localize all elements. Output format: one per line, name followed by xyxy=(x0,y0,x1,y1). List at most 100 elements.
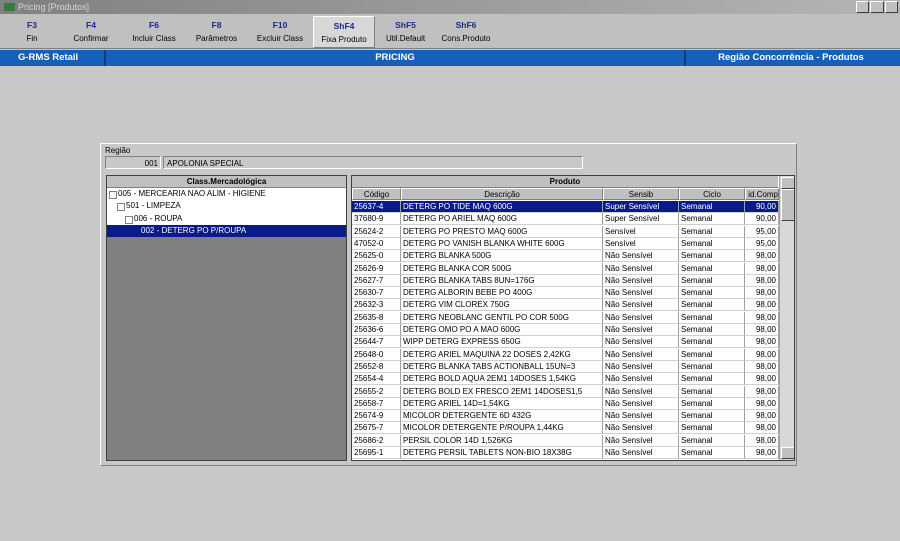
table-row[interactable]: 37680-9 DETERG PO ARIEL MAQ 600G Super Sen… xyxy=(352,213,779,226)
column-header[interactable]: Descrição xyxy=(401,188,603,200)
table-cell: Não Sensível xyxy=(603,336,679,349)
table-row[interactable]: 25626-9 DETERG BLANKA COR 500G Não Sensíve… xyxy=(352,262,779,275)
toolbar-button[interactable]: F6 Incluir Class xyxy=(124,16,184,46)
scrollbar[interactable] xyxy=(779,176,794,460)
table-cell: 98,00 xyxy=(745,274,779,287)
table-cell: 25686-2 xyxy=(352,434,401,447)
table-cell: 98,00 xyxy=(745,299,779,312)
table-cell: Semanal xyxy=(679,225,745,238)
table-cell: DETERG BLANKA COR 500G xyxy=(401,262,603,275)
table-cell: 25658-7 xyxy=(352,397,401,410)
table-cell: DETERG PO VANISH BLANKA WHITE 600G xyxy=(401,237,603,250)
table-cell: DETERG PO PRESTO MAQ 600G xyxy=(401,225,603,238)
minimize-button[interactable] xyxy=(856,1,870,13)
table-cell: DETERG ARIEL 14D=1,54KG xyxy=(401,397,603,410)
table-cell: 25625-0 xyxy=(352,250,401,263)
function-label: Incluir Class xyxy=(132,34,176,43)
table-cell: 98,00 xyxy=(745,422,779,435)
column-header[interactable]: id.Comp xyxy=(745,188,779,200)
table-row[interactable]: 25630-7 DETERG ALBORIN BEBE PO 400G Não Se… xyxy=(352,287,779,300)
table-row[interactable]: 25635-8 DETERG NEOBLANC GENTIL PO COR 500… xyxy=(352,311,779,324)
table-cell: Semanal xyxy=(679,447,745,459)
table-row[interactable]: 25674-9 MICOLOR DETERGENTE 6D 432G Não Sen… xyxy=(352,410,779,423)
table-row[interactable]: 25636-6 DETERG OMO PO A MAO 600G Não Sensí… xyxy=(352,324,779,336)
table-cell: Não Sensível xyxy=(603,360,679,373)
tree-node[interactable]: 002 - DETERG PO P/ROUPA xyxy=(107,224,346,237)
table-row[interactable]: 47052-0 DETERG PO VANISH BLANKA WHITE 600… xyxy=(352,237,779,250)
table-row[interactable]: 25648-0 DETERG ARIEL MAQUINA 22 DOSES 2,4… xyxy=(352,348,779,361)
table-cell: 25627-7 xyxy=(352,274,401,287)
tree-node[interactable]: 005 - MERCEARIA NAO ALIM - HIGIENE xyxy=(107,188,346,200)
close-button[interactable] xyxy=(884,1,898,13)
table-cell: DETERG ARIEL MAQUINA 22 DOSES 2,42KG xyxy=(401,348,603,361)
tree-body: 005 - MERCEARIA NAO ALIM - HIGIENE 501 - … xyxy=(107,188,346,237)
table-cell: 98,00 xyxy=(745,373,779,386)
table-cell: Semanal xyxy=(679,360,745,373)
scroll-up[interactable] xyxy=(781,177,794,189)
table-row[interactable]: 25658-7 DETERG ARIEL 14D=1,54KG Não Sensív… xyxy=(352,397,779,410)
scroll-down[interactable] xyxy=(781,447,794,459)
table-row[interactable]: 25655-2 DETERG BOLD EX FRESCO 2EM1 14DOSE… xyxy=(352,385,779,398)
table-row[interactable]: 25624-2 DETERG PO PRESTO MAQ 600G Sensível… xyxy=(352,225,779,238)
window-controls xyxy=(856,1,898,13)
expander-icon xyxy=(125,215,133,224)
region-name[interactable]: APOLONIA SPECIAL xyxy=(163,156,583,169)
header-bar: G-RMS Retail PRICING Região Concorrência… xyxy=(0,50,900,66)
column-header[interactable]: Sensib xyxy=(603,188,679,200)
table-row[interactable]: 25625-0 DETERG BLANKA 500G Não Sensível Sem… xyxy=(352,250,779,263)
toolbar-button[interactable]: F10 Excluir Class xyxy=(250,16,310,46)
tree-node[interactable]: 006 - ROUPA xyxy=(107,213,346,225)
separator xyxy=(104,50,106,66)
toolbar-button[interactable]: F3 Fin xyxy=(10,16,54,46)
tree-node[interactable]: 501 - LIMPEZA xyxy=(107,200,346,212)
table-cell: 25655-2 xyxy=(352,385,401,398)
table-cell: 25675-7 xyxy=(352,422,401,435)
table-row[interactable]: 25675-7 MICOLOR DETERGENTE P/ROUPA 1,44KG… xyxy=(352,422,779,435)
scroll-thumb[interactable] xyxy=(781,189,794,221)
toolbar-button[interactable]: F8 Parâmetros xyxy=(185,16,248,46)
column-header-row: Código Descrição Sensib Ciclo id.Comp xyxy=(352,188,779,200)
table-cell: DETERG PO TIDE MAQ 600G xyxy=(401,201,603,213)
table-cell: Não Sensível xyxy=(603,373,679,386)
table-cell: DETERG BLANKA TABS ACTIONBALL 15UN=3 xyxy=(401,360,603,373)
maximize-button[interactable] xyxy=(870,1,884,13)
function-label: Fin xyxy=(26,34,38,43)
table-cell: Sensível xyxy=(603,237,679,250)
table-cell: Semanal xyxy=(679,422,745,435)
table-row[interactable]: 25686-2 PERSIL COLOR 14D 1,526KG Não Sensí… xyxy=(352,434,779,447)
toolbar-button[interactable]: ShF4 Fixa Produto xyxy=(313,16,375,48)
table-row[interactable]: 25652-8 DETERG BLANKA TABS ACTIONBALL 15U… xyxy=(352,360,779,373)
table-cell: DETERG BLANKA 500G xyxy=(401,250,603,263)
table-cell: 25624-2 xyxy=(352,225,401,238)
toolbar-button[interactable]: ShF6 Cons.Produto xyxy=(436,16,496,46)
column-header[interactable]: Ciclo xyxy=(679,188,745,200)
table-cell: 98,00 xyxy=(745,434,779,447)
function-key: ShF6 xyxy=(455,20,477,30)
table-cell: Semanal xyxy=(679,262,745,275)
table-row[interactable]: 25644-7 WIPP DETERG EXPRESS 650G Não Sensí… xyxy=(352,336,779,349)
table-cell: 25630-7 xyxy=(352,287,401,300)
separator xyxy=(684,50,686,66)
table-cell: Semanal xyxy=(679,373,745,386)
expander-icon xyxy=(109,191,117,199)
table-cell: Semanal xyxy=(679,397,745,410)
toolbar-button[interactable]: F4 Confirmar xyxy=(62,16,120,46)
table-row[interactable]: 25637-4 DETERG PO TIDE MAQ 600G Super Sens… xyxy=(352,201,779,213)
toolbar-button[interactable]: ShF5 Util.Default xyxy=(378,16,433,46)
table-cell: DETERG BOLD EX FRESCO 2EM1 14DOSES1,5 xyxy=(401,385,603,398)
table-row[interactable]: 25695-1 DETERG PERSIL TABLETS NON-BIO 18X… xyxy=(352,447,779,459)
table-cell: Semanal xyxy=(679,201,745,213)
table-cell: 98,00 xyxy=(745,447,779,459)
table-cell: DETERG PERSIL TABLETS NON-BIO 18X38G xyxy=(401,447,603,459)
table-row[interactable]: 25654-4 DETERG BOLD AQUA 2EM1 14DOSES 1,5… xyxy=(352,373,779,386)
table-cell: Não Sensível xyxy=(603,385,679,398)
table-title: Produto xyxy=(352,176,778,188)
table-cell: Não Sensível xyxy=(603,262,679,275)
tree-node-label: 005 - MERCEARIA NAO ALIM - HIGIENE xyxy=(118,189,266,198)
table-row[interactable]: 25627-7 DETERG BLANKA TABS 8UN=176G Não Se… xyxy=(352,274,779,287)
window-title: Pricing [Produtos] xyxy=(18,2,90,12)
column-header[interactable]: Código xyxy=(352,188,401,200)
table-row[interactable]: 25632-3 DETERG VIM CLOREX 750G Não Sensíve… xyxy=(352,299,779,312)
region-code[interactable]: 001 xyxy=(105,156,161,169)
table-cell: Não Sensível xyxy=(603,287,679,300)
